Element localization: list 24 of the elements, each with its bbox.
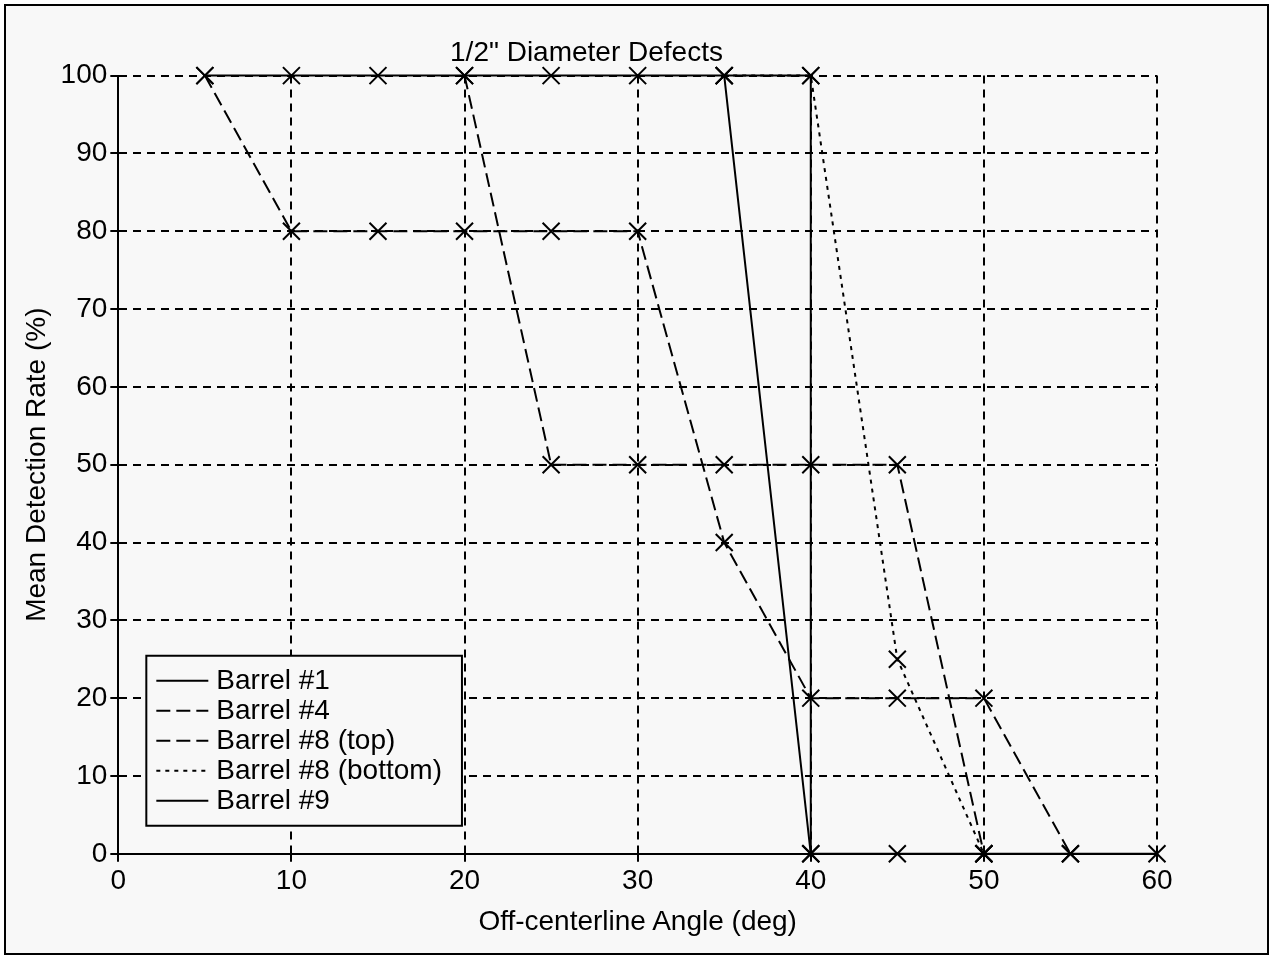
legend-label: Barrel #4 bbox=[216, 693, 330, 725]
legend-label: Barrel #8 (top) bbox=[216, 723, 396, 755]
y-tick-label: 70 bbox=[76, 291, 108, 323]
x-axis-title: Off-centerline Angle (deg) bbox=[478, 904, 797, 936]
x-tick-label: 60 bbox=[1141, 864, 1173, 896]
y-tick-label: 100 bbox=[60, 58, 108, 90]
x-tick-label: 10 bbox=[275, 864, 308, 896]
y-tick-label: 30 bbox=[76, 603, 108, 635]
y-tick-label: 40 bbox=[76, 525, 108, 557]
legend-label: Barrel #9 bbox=[216, 783, 330, 815]
legend-label: Barrel #1 bbox=[216, 663, 330, 695]
y-tick-label: 80 bbox=[76, 213, 108, 245]
y-axis-title: Mean Detection Rate (%) bbox=[19, 307, 51, 622]
chart-title: 1/2" Diameter Defects bbox=[450, 35, 723, 67]
y-tick-label: 90 bbox=[76, 136, 108, 168]
x-tick-label: 40 bbox=[795, 864, 827, 896]
x-tick-label: 20 bbox=[448, 864, 481, 896]
x-tick-label: 30 bbox=[622, 864, 654, 896]
y-tick-label: 60 bbox=[76, 369, 108, 401]
y-tick-label: 50 bbox=[76, 447, 108, 479]
y-tick-label: 10 bbox=[76, 758, 108, 790]
y-tick-label: 20 bbox=[76, 680, 108, 712]
y-tick-label: 0 bbox=[91, 836, 108, 868]
x-tick-label: 50 bbox=[968, 864, 1000, 896]
